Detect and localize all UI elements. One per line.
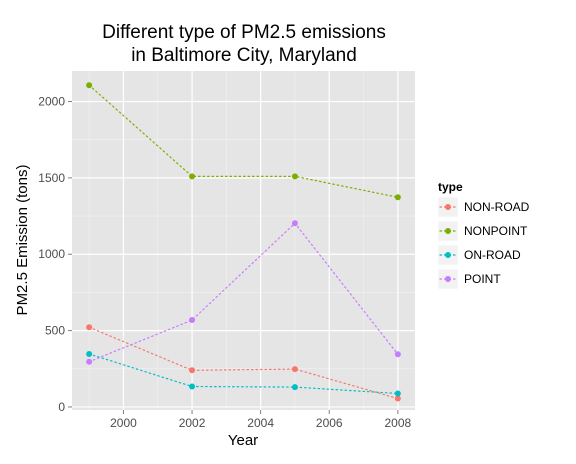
legend-key-point-non-road xyxy=(445,204,451,210)
legend-label-non-road: NON-ROAD xyxy=(464,200,530,214)
chart-title-line-1: Different type of PM2.5 emissions xyxy=(102,22,386,43)
data-point-point xyxy=(394,351,401,358)
data-point-non-road xyxy=(86,324,93,331)
data-point-on-road xyxy=(86,350,93,357)
data-point-nonpoint xyxy=(86,82,93,89)
x-axis: 2000 2002 2004 2006 2008 xyxy=(110,410,412,430)
x-tick-label: 2004 xyxy=(247,416,274,430)
y-tick-label: 2000 xyxy=(38,95,65,109)
plot-panel xyxy=(72,71,415,410)
chart-title-line-2: in Baltimore City, Maryland xyxy=(131,45,357,66)
y-tick-label: 500 xyxy=(45,324,65,338)
legend-key-point-point xyxy=(445,276,451,282)
series-line-non-road xyxy=(88,326,399,400)
series-line-point xyxy=(88,222,399,363)
legend-key-point-nonpoint xyxy=(445,228,451,234)
x-tick-label: 2006 xyxy=(316,416,343,430)
data-point-point xyxy=(189,317,196,324)
data-point-nonpoint xyxy=(189,173,196,180)
legend: type NON-ROAD NONPOINT ON-ROAD POINT xyxy=(437,180,530,290)
legend-label-point: POINT xyxy=(464,272,501,286)
y-axis-label: PM2.5 Emission (tons) xyxy=(14,165,31,316)
y-tick-label: 1500 xyxy=(38,171,65,185)
legend-key-point-on-road xyxy=(445,252,451,258)
data-point-on-road xyxy=(291,384,298,391)
data-point-non-road xyxy=(291,366,298,373)
data-point-nonpoint xyxy=(394,194,401,201)
y-tick-label: 1000 xyxy=(38,247,65,261)
data-point-point xyxy=(291,220,298,227)
series-line-on-road xyxy=(88,353,399,395)
data-point-nonpoint xyxy=(291,173,298,180)
data-point-point xyxy=(86,358,93,365)
data-point-non-road xyxy=(189,367,196,374)
data-point-on-road xyxy=(394,390,401,397)
x-axis-label: Year xyxy=(228,432,258,449)
x-tick-label: 2008 xyxy=(384,416,411,430)
series-lines xyxy=(88,84,399,400)
series-points xyxy=(86,82,401,402)
legend-title: type xyxy=(438,180,463,194)
data-point-non-road xyxy=(394,395,401,402)
data-point-on-road xyxy=(189,383,196,390)
chart-title: Different type of PM2.5 emissions in Bal… xyxy=(102,22,386,66)
y-tick-label: 0 xyxy=(58,400,65,414)
legend-label-on-road: ON-ROAD xyxy=(464,248,521,262)
x-tick-label: 2002 xyxy=(179,416,206,430)
x-tick-label: 2000 xyxy=(110,416,137,430)
y-axis: 0 500 1000 1500 2000 xyxy=(38,95,72,414)
legend-items: NON-ROAD NONPOINT ON-ROAD POINT xyxy=(437,196,530,290)
series-line-nonpoint xyxy=(88,84,399,198)
legend-label-nonpoint: NONPOINT xyxy=(464,224,528,238)
grid-minor xyxy=(72,71,415,410)
